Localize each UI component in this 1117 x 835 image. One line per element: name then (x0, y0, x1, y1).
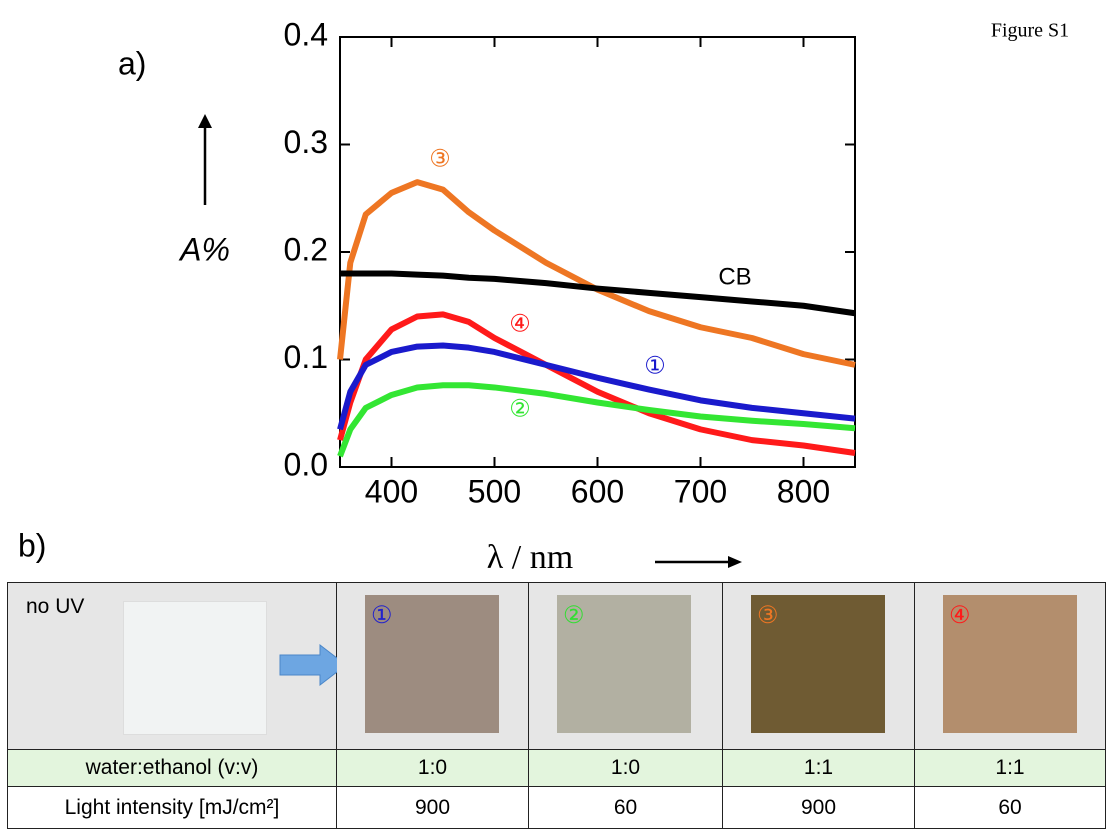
photo-film (943, 595, 1077, 733)
sample-label: ④ (949, 602, 971, 629)
y-tick-label: 0.4 (284, 16, 328, 52)
table: no UV ① ② ③ ④ water:ethanol (v:v) 1:0 1:… (7, 582, 1106, 829)
panel-label: a) (118, 45, 146, 81)
table-cell: ① (336, 582, 529, 750)
cell-label: no UV (26, 595, 85, 618)
photo-film (123, 601, 267, 735)
photo-film (365, 595, 499, 733)
line (337, 179, 856, 368)
table-cell: 60 (914, 786, 1106, 829)
x-tick-label: 500 (468, 473, 521, 509)
line (337, 382, 856, 458)
sample-label: ① (371, 602, 393, 629)
y-tick-label: 0.0 (284, 446, 328, 482)
table-cell: 1:0 (336, 749, 529, 787)
x-axis-label: λ / nm (487, 539, 573, 576)
table-row: water:ethanol (v:v) 1:0 1:0 1:1 1:1 (7, 749, 1106, 787)
chart: Figure S1 a) b) A% λ / nm 0.0 0.1 0.2 0.3 0.… (18, 16, 1069, 576)
table-cell: ③ (722, 582, 915, 750)
line (337, 311, 856, 456)
panel-label: b) (18, 527, 46, 563)
x-tick-label: 800 (777, 473, 830, 509)
series-label: ② (509, 395, 531, 422)
series-label: CB (718, 263, 751, 290)
table-cell: water:ethanol (v:v) (7, 749, 337, 787)
figure-label: Figure S1 (991, 20, 1069, 42)
series-label: ① (644, 352, 666, 379)
arrow (279, 643, 347, 687)
table-cell: ② (528, 582, 723, 750)
y-tick-label: 0.1 (284, 339, 328, 375)
table-cell: 900 (722, 786, 915, 829)
axis-arrow-head (728, 556, 742, 568)
table-cell: Light intensity [mJ/cm²] (7, 786, 337, 829)
table-cell: 60 (528, 786, 723, 829)
y-tick-label: 0.2 (284, 231, 328, 267)
table-cell: 900 (336, 786, 529, 829)
table-cell: 1:1 (914, 749, 1106, 787)
table-cell: 1:0 (528, 749, 723, 787)
y-tick-label: 0.3 (284, 124, 328, 160)
line (340, 270, 856, 317)
series-label: ③ (429, 145, 451, 172)
table-cell: no UV (7, 582, 347, 750)
photo-film (557, 595, 691, 733)
line (337, 342, 856, 431)
table-cell: 1:1 (722, 749, 915, 787)
axis-arrow-head (198, 114, 212, 128)
table-row: Light intensity [mJ/cm²] 900 60 900 60 (7, 786, 1106, 829)
series-label: ④ (509, 310, 531, 337)
y-axis-label: A% (178, 231, 230, 267)
sample-label: ③ (757, 602, 779, 629)
x-tick-label: 600 (571, 473, 624, 509)
x-tick-label: 700 (674, 473, 727, 509)
sample-label: ② (563, 602, 585, 629)
photo-film (751, 595, 885, 733)
x-tick-label: 400 (365, 473, 418, 509)
table-cell: ④ (914, 582, 1106, 750)
table-row: no UV ① ② ③ ④ (7, 582, 1106, 750)
